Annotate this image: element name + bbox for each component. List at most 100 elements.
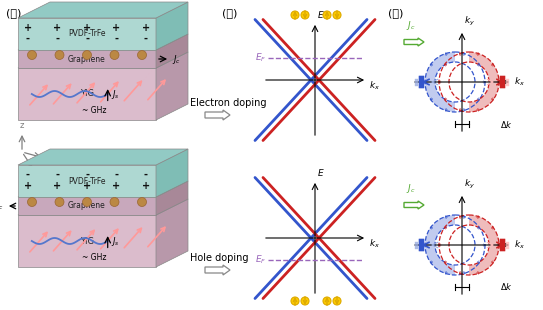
Circle shape	[333, 297, 341, 305]
Text: PVDF-TrFe: PVDF-TrFe	[68, 176, 106, 185]
Circle shape	[323, 11, 331, 19]
Text: +: +	[53, 181, 61, 191]
Text: Electron doping: Electron doping	[190, 98, 267, 108]
Text: YIG: YIG	[80, 90, 94, 99]
Circle shape	[83, 197, 92, 206]
Text: $k_y$: $k_y$	[464, 15, 475, 28]
Circle shape	[83, 51, 92, 60]
Text: $J_c$: $J_c$	[406, 182, 416, 195]
Text: +: +	[112, 23, 121, 33]
Circle shape	[137, 51, 147, 60]
Text: $E$: $E$	[317, 9, 325, 20]
Circle shape	[28, 51, 36, 60]
Text: -: -	[26, 34, 30, 44]
Text: $J_s$: $J_s$	[111, 235, 119, 248]
Text: PVDF-TrFe: PVDF-TrFe	[68, 29, 106, 38]
Circle shape	[291, 11, 299, 19]
Circle shape	[55, 197, 64, 206]
FancyBboxPatch shape	[419, 239, 424, 251]
Polygon shape	[156, 149, 188, 197]
Text: $\Delta k$: $\Delta k$	[500, 281, 513, 293]
Text: +: +	[83, 181, 91, 191]
Text: $E$: $E$	[317, 167, 325, 178]
Polygon shape	[18, 68, 156, 120]
Text: $\Delta k$: $\Delta k$	[500, 118, 513, 130]
Text: $k_x$: $k_x$	[514, 239, 525, 251]
Circle shape	[301, 297, 309, 305]
Text: $k_x$: $k_x$	[514, 76, 525, 88]
Text: +: +	[24, 23, 32, 33]
FancyBboxPatch shape	[415, 242, 418, 249]
Text: y: y	[36, 174, 41, 183]
FancyArrow shape	[205, 265, 230, 275]
Polygon shape	[156, 181, 188, 215]
Circle shape	[291, 297, 299, 305]
Text: $k_x$: $k_x$	[369, 237, 380, 250]
Text: Hole doping: Hole doping	[190, 253, 249, 263]
FancyBboxPatch shape	[506, 242, 509, 249]
Text: $k_x$: $k_x$	[369, 79, 380, 91]
FancyBboxPatch shape	[419, 76, 424, 88]
Polygon shape	[469, 52, 499, 112]
Text: (가): (가)	[6, 8, 21, 18]
Circle shape	[323, 297, 331, 305]
Polygon shape	[425, 215, 455, 275]
Text: Graphene: Graphene	[68, 55, 106, 64]
Text: +: +	[24, 181, 32, 191]
Circle shape	[333, 11, 341, 19]
Circle shape	[55, 51, 64, 60]
FancyBboxPatch shape	[500, 76, 506, 88]
Polygon shape	[18, 197, 156, 215]
Text: $J_c$: $J_c$	[406, 19, 416, 32]
Circle shape	[137, 197, 147, 206]
Polygon shape	[156, 52, 188, 120]
Text: (나): (나)	[222, 8, 237, 18]
FancyBboxPatch shape	[500, 239, 506, 251]
FancyBboxPatch shape	[506, 79, 509, 86]
Text: +: +	[112, 181, 121, 191]
FancyArrow shape	[404, 38, 424, 46]
Circle shape	[301, 11, 309, 19]
Text: -: -	[144, 34, 148, 44]
Polygon shape	[425, 52, 455, 112]
Text: ~ GHz: ~ GHz	[81, 106, 106, 115]
Circle shape	[110, 197, 119, 206]
Text: -: -	[55, 170, 60, 179]
FancyBboxPatch shape	[415, 79, 418, 86]
Polygon shape	[18, 165, 156, 197]
Text: $E_F$: $E_F$	[255, 254, 266, 266]
Text: -: -	[144, 170, 148, 179]
Polygon shape	[156, 34, 188, 68]
Polygon shape	[18, 52, 188, 68]
FancyArrow shape	[205, 110, 230, 120]
Text: -: -	[85, 34, 89, 44]
Text: -: -	[26, 170, 30, 179]
Text: $E_F$: $E_F$	[255, 52, 266, 64]
Text: +: +	[53, 23, 61, 33]
Text: $J_c$: $J_c$	[172, 52, 181, 65]
Polygon shape	[18, 2, 188, 18]
Polygon shape	[18, 215, 156, 267]
Text: +: +	[83, 23, 91, 33]
Circle shape	[110, 51, 119, 60]
Text: -: -	[85, 170, 89, 179]
Text: -: -	[55, 34, 60, 44]
Text: (다): (다)	[388, 8, 403, 18]
Polygon shape	[18, 199, 188, 215]
Polygon shape	[18, 50, 156, 68]
Text: +: +	[142, 181, 150, 191]
Text: YIG: YIG	[80, 237, 94, 246]
Text: $J_s$: $J_s$	[111, 88, 119, 101]
Circle shape	[28, 197, 36, 206]
Text: -: -	[115, 170, 118, 179]
Polygon shape	[18, 181, 188, 197]
Text: $k_y$: $k_y$	[464, 178, 475, 191]
Text: Graphene: Graphene	[68, 202, 106, 210]
Text: +: +	[142, 23, 150, 33]
Polygon shape	[18, 149, 188, 165]
Polygon shape	[18, 34, 188, 50]
Text: $J_c$: $J_c$	[0, 200, 4, 212]
Text: ~ GHz: ~ GHz	[81, 253, 106, 262]
Text: z: z	[20, 121, 24, 130]
FancyArrow shape	[404, 201, 424, 209]
